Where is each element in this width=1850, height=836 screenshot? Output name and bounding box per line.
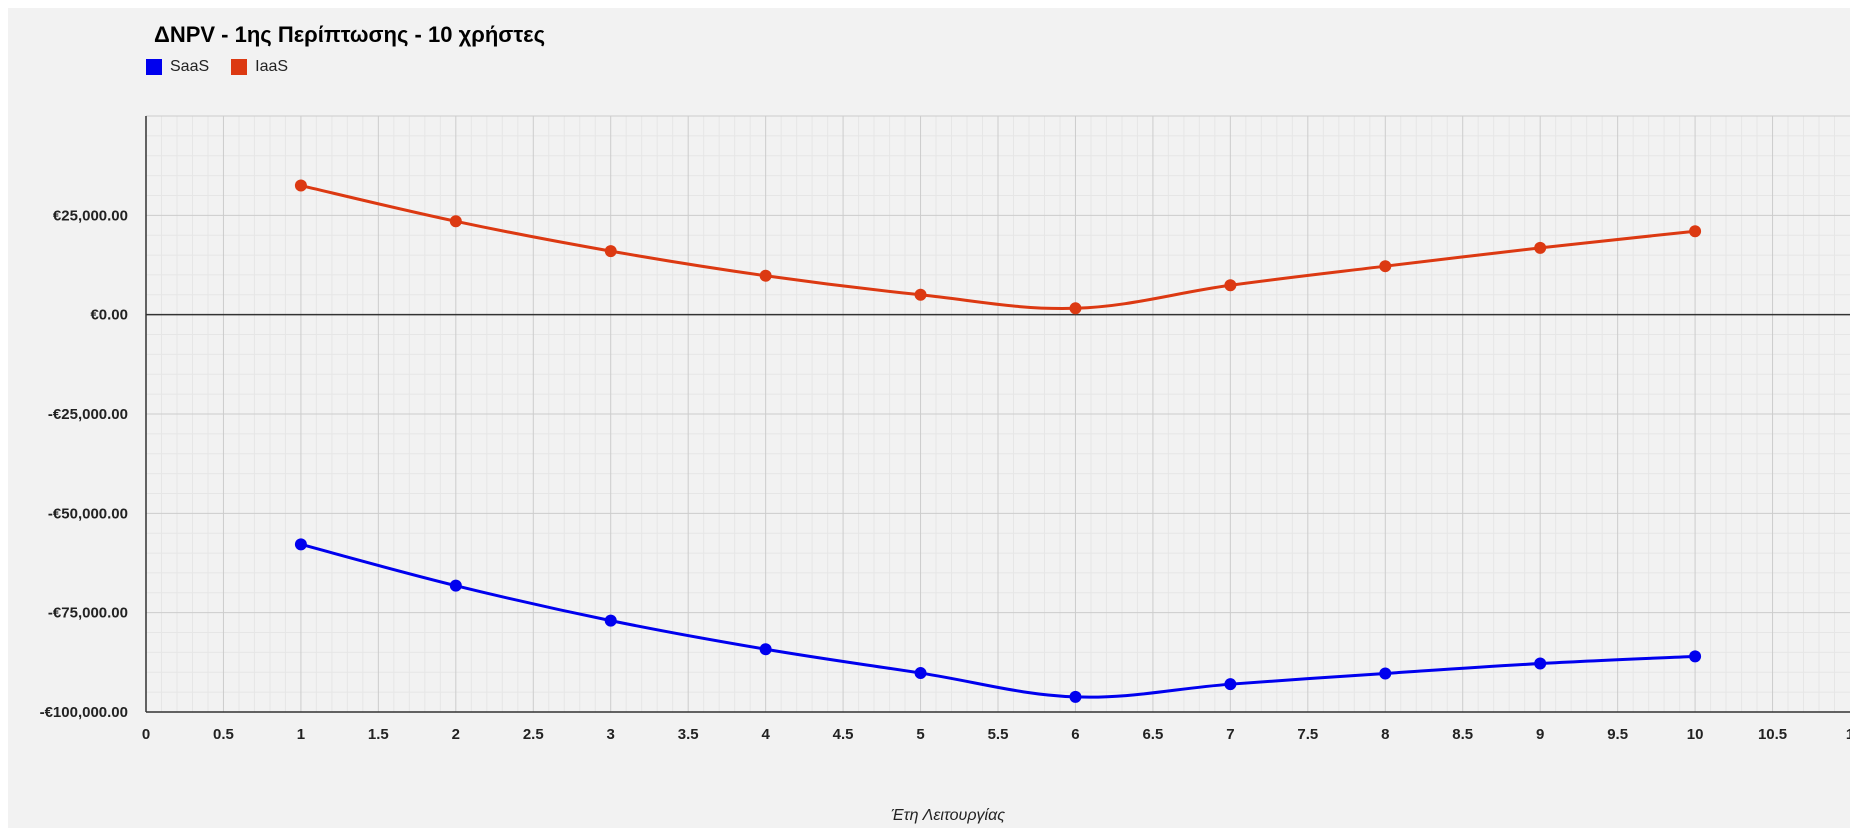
data-point-iaas	[1224, 279, 1237, 292]
x-tick-label: 5.5	[988, 726, 1009, 743]
x-tick-label: 1.5	[368, 726, 389, 743]
y-tick-label: €0.00	[90, 307, 128, 324]
data-point-iaas	[1069, 302, 1082, 315]
data-point-iaas	[294, 179, 307, 192]
chart-title: ΔNPV - 1ης Περίπτωσης - 10 χρήστες	[154, 22, 546, 47]
y-tick-label: €25,000.00	[53, 207, 128, 224]
chart-panel	[8, 8, 1850, 828]
data-point-saas	[294, 538, 307, 551]
x-tick-label: 6	[1071, 726, 1079, 743]
x-tick-label: 7.5	[1297, 726, 1318, 743]
x-tick-label: 4.5	[833, 726, 854, 743]
legend-label-iaas: IaaS	[255, 58, 289, 75]
data-point-iaas	[1689, 225, 1702, 238]
data-point-saas	[449, 579, 462, 592]
legend-swatch-saas	[146, 59, 162, 75]
x-tick-label: 4	[761, 726, 770, 743]
y-tick-label: -€25,000.00	[48, 406, 128, 423]
legend-swatch-iaas	[231, 59, 248, 75]
x-tick-label: 8.5	[1452, 726, 1473, 743]
data-point-iaas	[1534, 241, 1547, 254]
x-tick-label: 2.5	[523, 726, 544, 743]
data-point-saas	[1379, 667, 1392, 680]
x-tick-label: 8	[1381, 726, 1389, 743]
data-point-iaas	[759, 269, 772, 282]
data-point-saas	[604, 614, 617, 627]
x-tick-label: 1	[297, 726, 305, 743]
x-tick-label: 9	[1536, 726, 1544, 743]
y-tick-label: -€100,000.00	[40, 704, 128, 721]
x-tick-label: 0	[142, 726, 150, 743]
data-point-saas	[1069, 690, 1082, 703]
x-tick-label: 10	[1687, 726, 1704, 743]
data-point-saas	[1224, 678, 1237, 691]
data-point-saas	[759, 643, 772, 656]
y-tick-label: -€75,000.00	[48, 605, 128, 622]
data-point-saas	[914, 667, 927, 680]
data-point-iaas	[449, 215, 462, 228]
series-line-saas	[300, 542, 1696, 699]
x-tick-label: 6.5	[1142, 726, 1163, 743]
x-tick-label: 3.5	[678, 726, 699, 743]
data-point-saas	[1689, 650, 1702, 663]
x-tick-label: 3	[607, 726, 615, 743]
legend-label-saas: SaaS	[170, 58, 210, 75]
data-point-iaas	[1379, 260, 1392, 273]
y-tick-label: -€50,000.00	[48, 505, 128, 522]
data-point-iaas	[604, 245, 617, 258]
x-tick-label: 0.5	[213, 726, 234, 743]
x-tick-label: 5	[916, 726, 924, 743]
legend-item-saas[interactable]: SaaS	[146, 58, 209, 76]
x-tick-label: 9.5	[1607, 726, 1628, 743]
x-tick-label: 2	[452, 726, 460, 743]
data-point-saas	[1534, 657, 1547, 670]
legend-item-iaas[interactable]: IaaS	[231, 58, 288, 76]
x-tick-label: 7	[1226, 726, 1234, 743]
legend: SaaS IaaS	[146, 58, 310, 76]
series-line-iaas	[300, 184, 1696, 311]
x-axis-title: Έτη Λειτουργίας	[891, 807, 1005, 824]
data-point-iaas	[914, 288, 927, 301]
x-tick-label: 10.5	[1758, 726, 1787, 743]
x-tick-label: 1	[1846, 726, 1850, 743]
